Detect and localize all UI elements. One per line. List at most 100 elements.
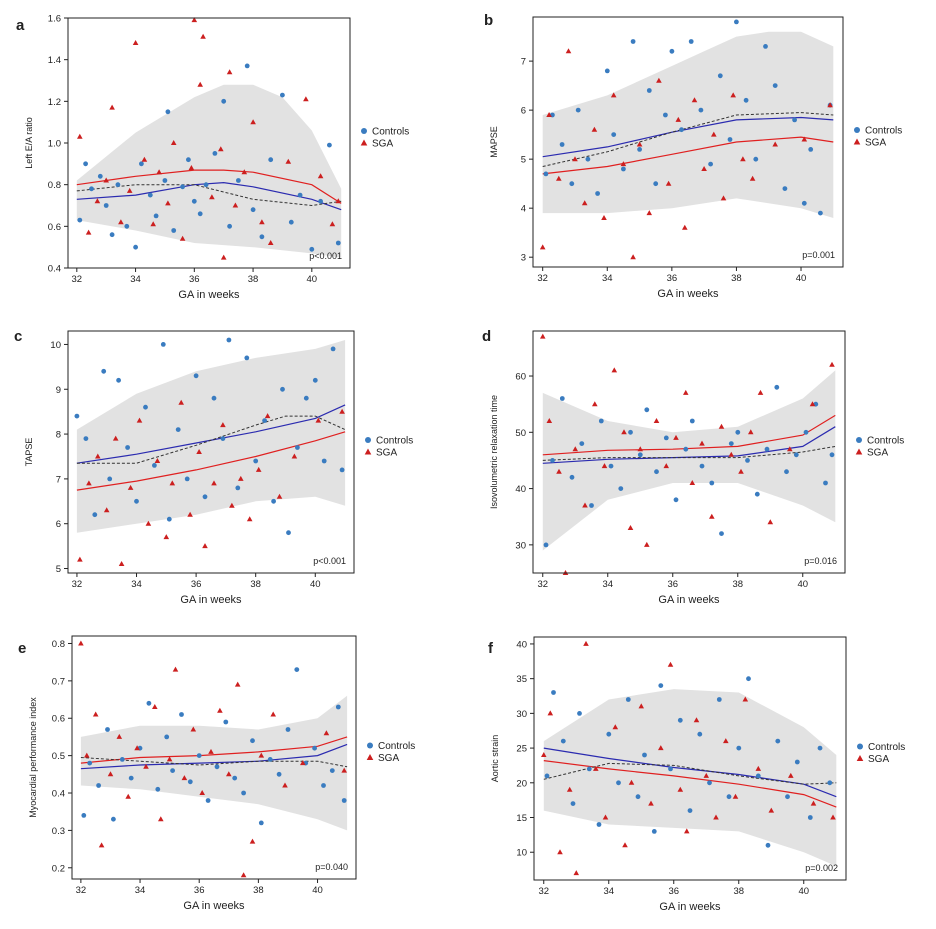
controls-point — [716, 697, 722, 702]
controls-point — [133, 244, 139, 250]
controls-point — [698, 107, 704, 113]
sga-point — [303, 96, 309, 102]
controls-point — [107, 476, 113, 482]
legend-sga-label: SGA — [865, 138, 886, 149]
controls-point — [171, 228, 177, 233]
legend-controls-marker — [365, 437, 371, 443]
sga-point — [323, 730, 330, 736]
y-tick-label: 0.2 — [52, 863, 65, 874]
sga-point — [637, 446, 643, 452]
sga-point — [196, 449, 202, 454]
controls-point — [642, 752, 647, 758]
sga-point — [546, 112, 552, 117]
controls-point — [179, 712, 184, 717]
sga-point — [218, 146, 224, 152]
controls-point — [663, 112, 668, 118]
y-tick-label: 15 — [516, 813, 527, 824]
legend-controls-label: Controls — [378, 741, 415, 752]
x-tick-label: 36 — [191, 579, 202, 590]
controls-point — [134, 498, 139, 504]
controls-point — [689, 418, 695, 424]
sga-point — [699, 440, 705, 446]
x-tick-label: 40 — [796, 273, 807, 284]
sga-point — [827, 102, 833, 108]
y-tick-label: 0.8 — [52, 639, 65, 650]
controls-point — [575, 107, 581, 113]
sga-point — [276, 493, 283, 499]
x-axis-title: GA in weeks — [658, 594, 720, 606]
controls-point — [630, 39, 636, 44]
controls-point — [774, 384, 780, 390]
controls-point — [236, 178, 241, 183]
sga-point — [285, 158, 292, 164]
controls-point — [193, 373, 199, 379]
controls-point — [794, 759, 800, 765]
sga-point — [103, 507, 110, 513]
legend-sga-marker — [366, 754, 374, 760]
sga-point — [84, 752, 90, 758]
sga-point — [683, 389, 689, 395]
controls-point — [637, 452, 643, 458]
sga-point — [718, 423, 725, 429]
controls-point — [139, 161, 144, 167]
x-tick-label: 38 — [250, 579, 261, 590]
sga-point — [179, 235, 186, 241]
sga-point — [703, 772, 709, 778]
controls-point — [803, 429, 809, 435]
controls-point — [829, 452, 835, 458]
x-tick-label: 40 — [310, 579, 321, 590]
fit-line-all — [542, 445, 836, 461]
sga-point — [86, 480, 92, 486]
y-tick-label: 1.0 — [48, 139, 61, 150]
sga-point — [757, 389, 764, 395]
x-tick-label: 40 — [307, 274, 318, 285]
sga-point — [112, 435, 119, 441]
controls-point — [96, 783, 101, 788]
confidence-band — [76, 340, 346, 533]
controls-point — [559, 142, 565, 147]
x-tick-label: 40 — [797, 579, 808, 590]
y-tick-label: 0.3 — [52, 826, 65, 837]
fit-line-controls — [543, 747, 837, 798]
y-axis-title: MAPSE — [489, 126, 499, 158]
controls-point — [83, 436, 89, 441]
controls-point — [707, 780, 712, 786]
sga-point — [693, 717, 700, 723]
y-tick-label: 0.6 — [48, 222, 61, 233]
controls-point — [569, 474, 575, 480]
x-tick-label: 36 — [194, 885, 205, 896]
controls-point — [318, 198, 323, 204]
sga-point — [541, 752, 547, 757]
controls-point — [220, 436, 226, 441]
controls-point — [651, 829, 657, 834]
controls-point — [321, 458, 327, 464]
sga-point — [684, 828, 690, 834]
controls-point — [608, 463, 614, 469]
panel-c: 32 34 36 38 40 5 6 7 8 9 10 GA in weeks TAPSE p<0.001… — [14, 328, 413, 606]
controls-point — [708, 161, 713, 167]
sga-point — [118, 561, 125, 566]
x-tick-label: 38 — [731, 273, 742, 284]
fit-line-all — [76, 415, 346, 464]
fit-line-sga — [76, 431, 346, 491]
legend-controls-marker — [361, 128, 367, 134]
sga-point — [582, 502, 588, 508]
controls-point — [772, 83, 778, 88]
x-tick-label: 36 — [667, 273, 678, 284]
sga-point — [95, 453, 101, 459]
controls-point — [160, 342, 166, 347]
controls-point — [585, 156, 591, 162]
controls-point — [105, 727, 110, 732]
sga-point — [188, 165, 195, 170]
plot-frame — [67, 330, 355, 574]
controls-point — [735, 429, 741, 435]
sga-point — [656, 77, 662, 83]
controls-point — [103, 203, 109, 208]
controls-point — [775, 738, 781, 744]
x-tick-label: 32 — [72, 579, 83, 590]
sga-point — [742, 696, 749, 702]
sga-point — [713, 814, 719, 820]
sga-point — [601, 215, 607, 220]
legend-sga-label: SGA — [868, 754, 889, 765]
controls-point — [170, 768, 176, 773]
